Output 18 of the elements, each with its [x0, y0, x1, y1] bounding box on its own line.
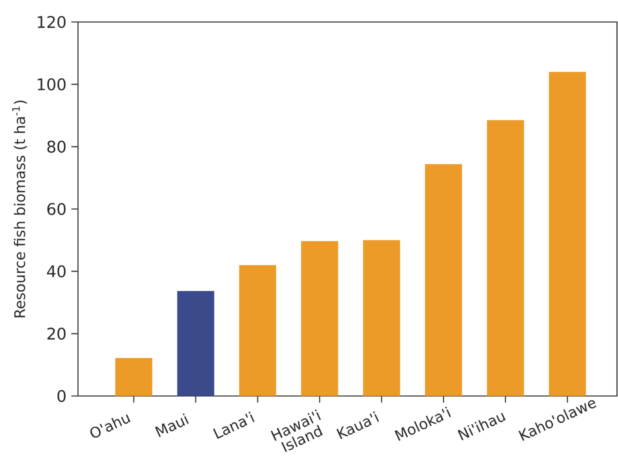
y-tick-label: 80 [47, 140, 66, 153]
bar [115, 358, 152, 396]
x-tick-label: O'ahu [90, 414, 130, 438]
bar [239, 265, 276, 396]
bar [425, 164, 462, 396]
bar [301, 241, 338, 396]
y-tick-label: 120 [38, 16, 66, 28]
y-tick-label: 100 [38, 78, 66, 90]
bar [363, 240, 400, 396]
y-tick-label: 40 [47, 265, 66, 278]
y-tick-label: 0 [57, 390, 66, 402]
bar [486, 120, 524, 396]
x-tick-label: Maui [155, 413, 189, 438]
bar [177, 290, 214, 396]
y-axis-title: Resource fish biomass (t ha$^{-1}$) [12, 100, 27, 318]
y-tick-label: 20 [47, 328, 66, 340]
y-tick-label: 60 [47, 202, 66, 216]
bar [548, 72, 586, 396]
